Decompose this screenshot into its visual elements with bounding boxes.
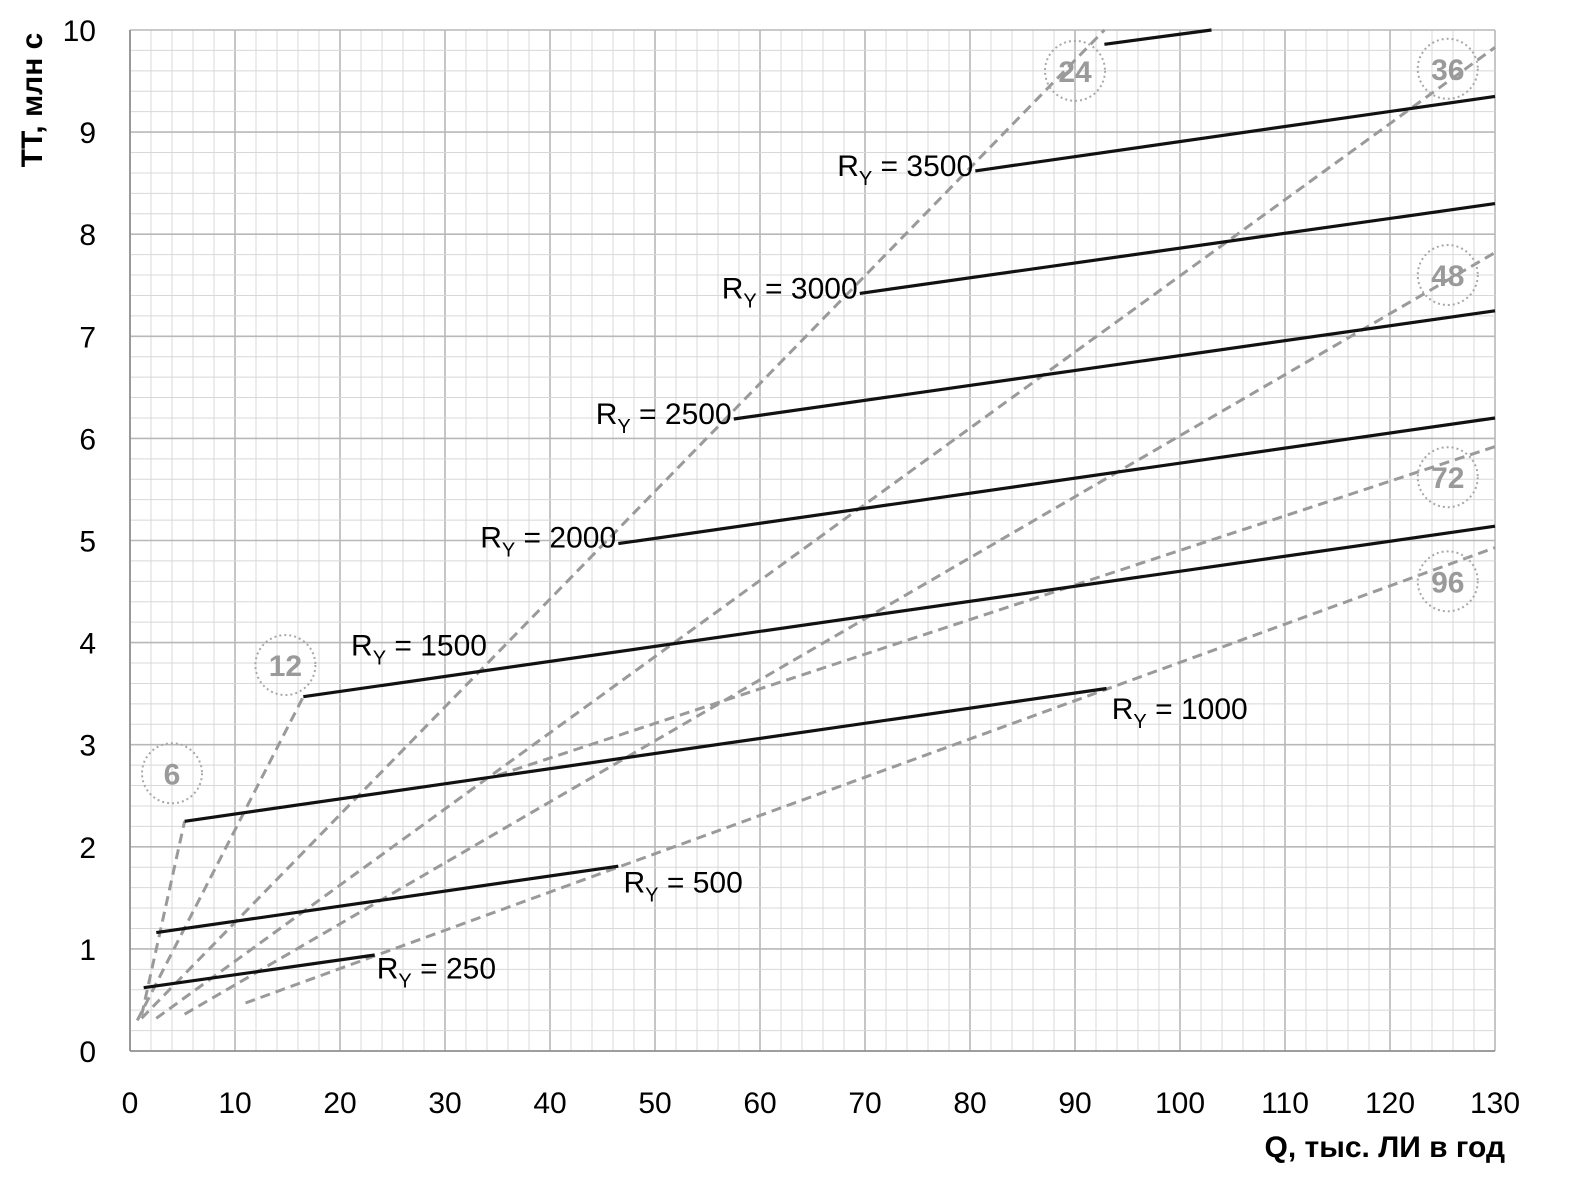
solid-lines [143,28,1496,990]
solid-series-line [303,524,1496,699]
y-tick-label: 2 [79,832,96,865]
circle-marker [254,634,317,697]
x-tick-label: 120 [1365,1087,1415,1120]
solid-series-line [859,202,1496,295]
circle-label: 96 [1431,566,1464,599]
circle-label: 24 [1058,56,1092,89]
circle-labels: 6 12 24 36 48 72 96 [141,37,1479,805]
x-tick-label: 80 [953,1087,986,1120]
x-tick-label: 10 [218,1087,251,1120]
y-tick-label: 4 [79,628,96,661]
solid-series-line [143,953,375,990]
y-tick-label: 8 [79,219,96,252]
circle-label: 6 [164,758,181,791]
series-label: RY = 1000 [1112,693,1248,733]
solid-series-line [1104,28,1212,46]
circle-label: 36 [1431,54,1464,87]
y-tick-label: 1 [79,934,96,967]
circle-label: 72 [1431,462,1464,495]
tick-labels: 0 10 20 30 40 50 60 70 80 90 100 110 120 130012345678… [63,15,1520,1120]
solid-series-line [184,686,1107,823]
y-tick-label: 0 [79,1036,96,1069]
y-tick-label: 9 [79,117,96,150]
x-tick-label: 70 [848,1087,881,1120]
solid-series-line [733,309,1496,421]
dashed-series-line [244,546,1496,1005]
x-tick-label: 30 [428,1087,461,1120]
circle-marker [1416,446,1479,509]
y-tick-label: 5 [79,526,96,559]
x-tick-label: 110 [1261,1087,1309,1120]
circle-marker [141,742,203,805]
series-label: RY = 2000 [480,521,616,561]
x-tick-label: 90 [1058,1087,1091,1120]
x-tick-label: 40 [533,1087,566,1120]
circle-marker [1416,37,1479,100]
y-tick-label: 3 [79,730,96,763]
x-tick-label: 0 [122,1087,139,1120]
circle-label: 12 [269,650,302,683]
circle-marker [1416,550,1479,613]
series-label: RY = 500 [624,867,743,907]
series-label: RY = 2500 [596,398,732,438]
solid-series-line [618,416,1496,546]
y-tick-label: 6 [79,423,96,456]
grid [129,29,1496,1052]
y-tick-label: 7 [79,321,96,354]
dashed-series-line [135,696,305,1022]
solid-series-line [975,94,1496,173]
dashed-series-line [155,46,1496,1020]
x-tick-label: 130 [1470,1087,1520,1120]
x-tick-label: 50 [638,1087,671,1120]
series-label: RY = 3000 [722,272,858,312]
y-axis-title: ТТ, млн с [16,33,49,168]
x-tick-label: 60 [743,1087,776,1120]
circle-marker [1416,244,1479,307]
series-label: RY = 1500 [351,630,487,670]
x-tick-label: 100 [1155,1087,1205,1120]
x-axis-title: Q, тыс. ЛИ в год [1265,1131,1505,1164]
dashed-series-line [140,28,1106,1020]
circle-marker [1044,39,1106,102]
dashed-lines [135,28,1496,1022]
circle-label: 48 [1431,260,1464,293]
solid-series-line [156,864,619,935]
series-label: RY = 250 [377,952,496,992]
dashed-series-line [140,820,187,1016]
annotations: RY = 250 RY = 500 RY = 1000 RY = 1500 RY = 2… [351,150,1248,993]
y-tick-label: 10 [63,15,96,48]
x-tick-label: 20 [323,1087,356,1120]
series-label: RY = 3500 [837,150,973,190]
dashed-series-line [183,251,1496,1016]
